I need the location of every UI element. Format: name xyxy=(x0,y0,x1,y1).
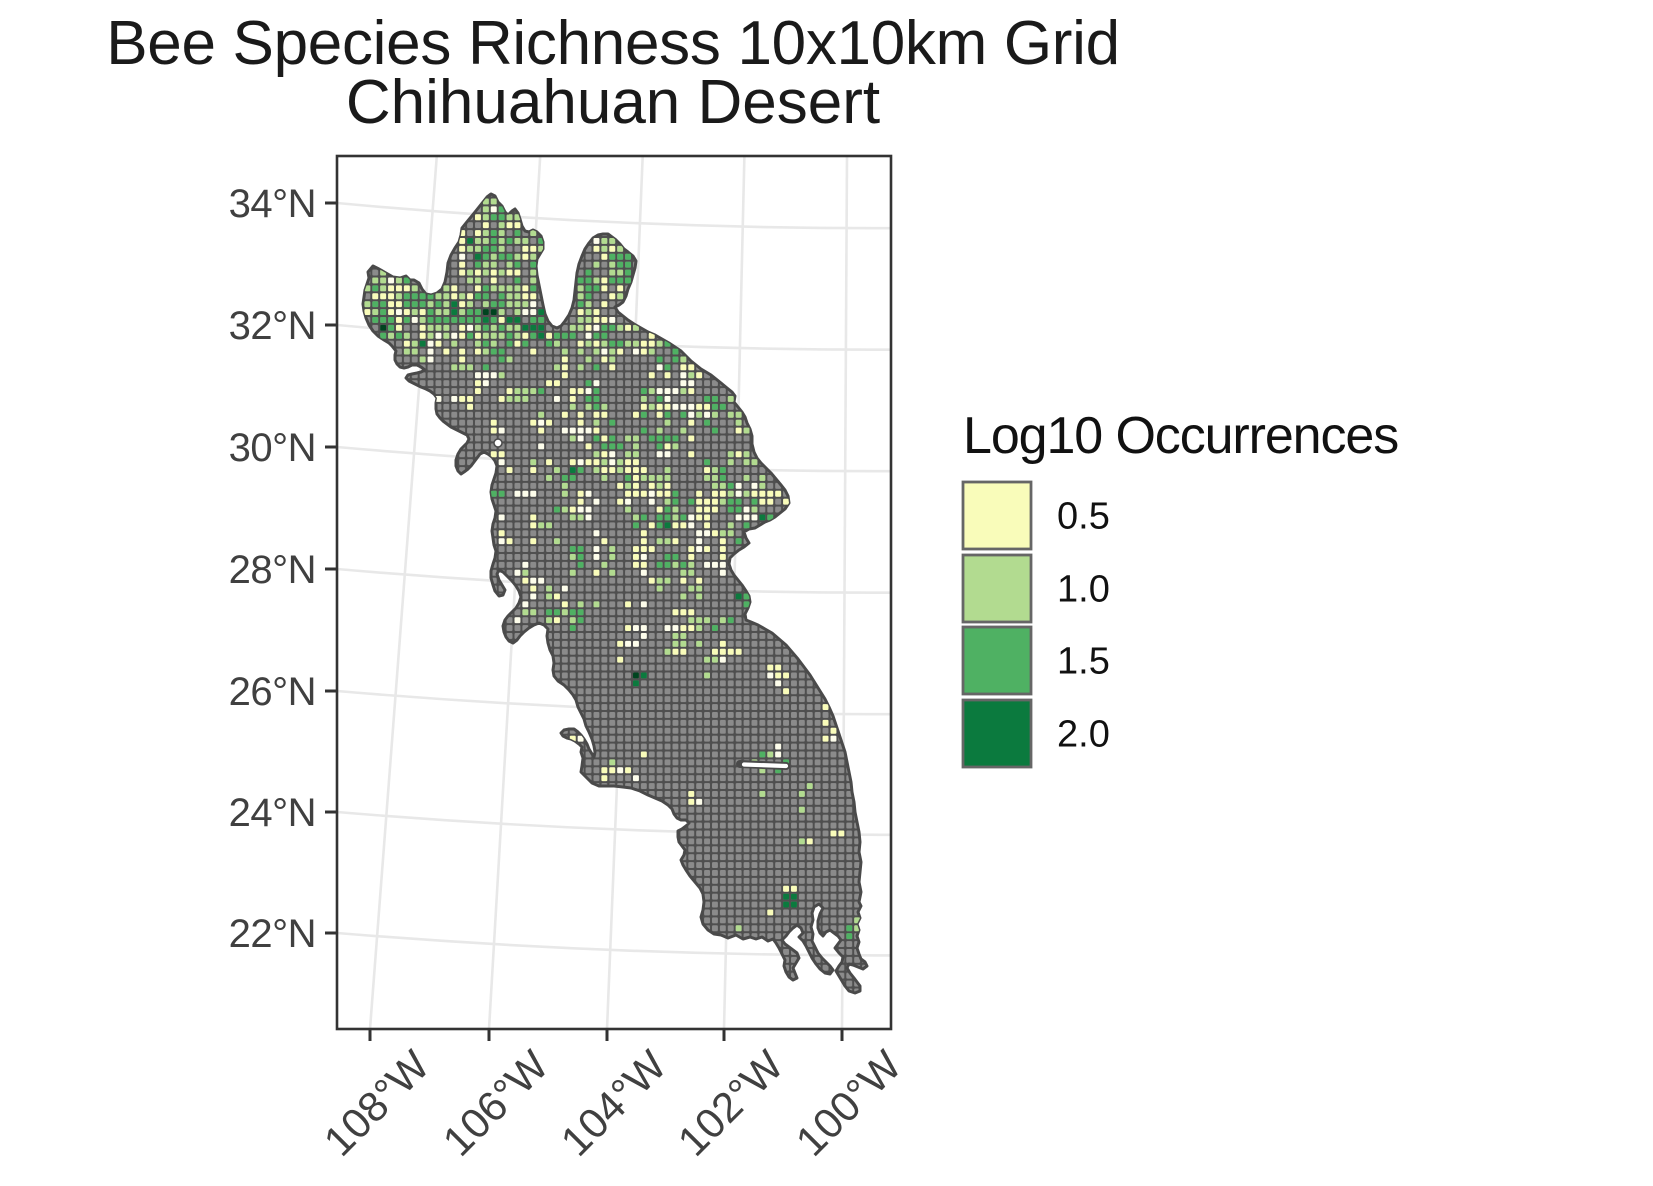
svg-text:0.5: 0.5 xyxy=(1057,496,1110,538)
svg-text:32°N: 32°N xyxy=(229,304,316,348)
svg-text:26°N: 26°N xyxy=(229,670,316,714)
svg-text:1.5: 1.5 xyxy=(1057,641,1110,683)
svg-text:2.0: 2.0 xyxy=(1057,714,1110,756)
svg-text:24°N: 24°N xyxy=(229,791,316,835)
svg-text:Log10 Occurrences: Log10 Occurrences xyxy=(963,407,1398,465)
svg-text:34°N: 34°N xyxy=(229,182,316,226)
svg-text:Chihuahuan Desert: Chihuahuan Desert xyxy=(346,68,880,137)
svg-text:30°N: 30°N xyxy=(229,426,316,470)
svg-text:Bee Species Richness 10x10km G: Bee Species Richness 10x10km Grid xyxy=(106,9,1120,78)
svg-text:28°N: 28°N xyxy=(229,548,316,592)
svg-text:22°N: 22°N xyxy=(229,912,316,956)
svg-text:1.0: 1.0 xyxy=(1057,569,1110,611)
